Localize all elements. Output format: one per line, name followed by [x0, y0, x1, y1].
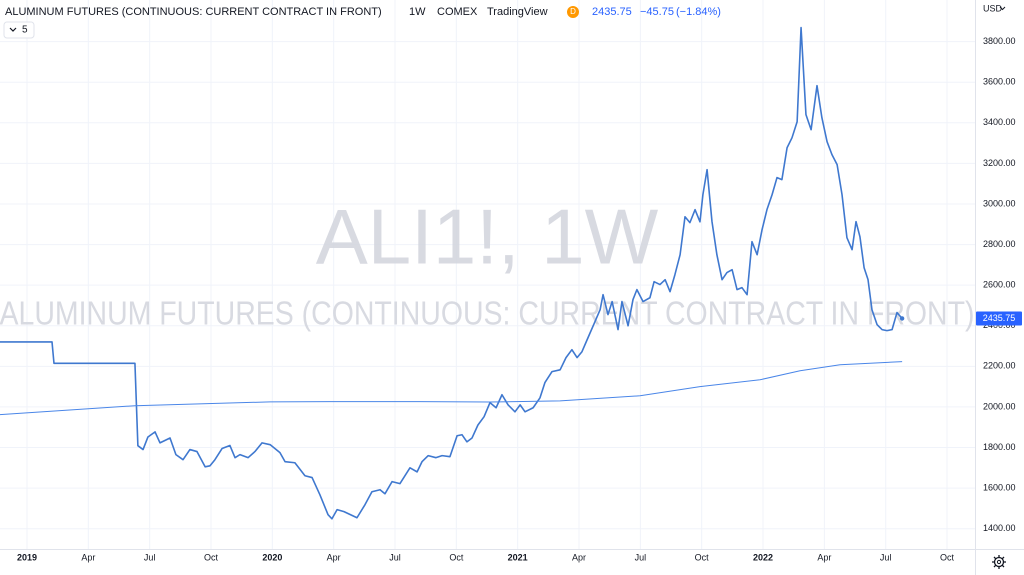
x-tick-label: Apr [572, 552, 586, 562]
axes: 1400.001600.001800.002000.002200.002400.… [17, 36, 1022, 562]
y-tick-label: 2200.00 [983, 361, 1016, 371]
settings-icon[interactable] [992, 555, 1006, 569]
price-line [0, 26, 903, 520]
header-badge: D [570, 7, 576, 16]
badge-circle [567, 6, 579, 18]
y-tick-label: 1800.00 [983, 442, 1016, 452]
y-tick-label: 1400.00 [983, 523, 1016, 533]
indicator-count[interactable]: 5 [22, 25, 28, 36]
watermark-title: ALUMINUM FUTURES (CONTINUOUS: CURRENT CO… [0, 295, 975, 332]
x-tick-label: 2021 [508, 552, 528, 562]
y-tick-label: 3600.00 [983, 77, 1016, 87]
watermark-symbol: ALI1!, 1W [316, 193, 659, 281]
header-source: TradingView [487, 6, 548, 18]
chevron-icon [9, 27, 17, 32]
header-change-percent: (−1.84%) [676, 6, 721, 18]
x-tick-label: Oct [204, 552, 219, 562]
x-tick-label: 2020 [262, 552, 282, 562]
y-tick-label: 2600.00 [983, 280, 1016, 290]
y-tick-label: 3000.00 [983, 198, 1016, 208]
header-price: 2435.75 [592, 6, 632, 18]
y-tick-label: 2800.00 [983, 239, 1016, 249]
x-tick-label: 2022 [753, 552, 773, 562]
x-tick-label: Jul [389, 552, 401, 562]
y-tick-label: 2000.00 [983, 401, 1016, 411]
y-tick-label: 3400.00 [983, 117, 1016, 127]
x-tick-label: Jul [880, 552, 892, 562]
x-tick-label: Apr [81, 552, 95, 562]
currency-label[interactable]: USD [983, 3, 1003, 13]
indicator-toggle[interactable] [3, 21, 35, 39]
x-tick-label: Oct [940, 552, 955, 562]
y-tick-label: 1600.00 [983, 482, 1016, 492]
header-title: ALUMINUM FUTURES (CONTINUOUS: CURRENT CO… [5, 6, 382, 18]
x-tick-label: Jul [635, 552, 647, 562]
header-exchange: COMEX [437, 6, 478, 18]
x-tick-label: Oct [449, 552, 464, 562]
x-tick-label: Jul [144, 552, 156, 562]
chevron-icon [999, 6, 1006, 11]
price-label: 2435.75 [983, 313, 1016, 323]
y-tick-label: 3800.00 [983, 36, 1016, 46]
header-change: −45.75 [640, 6, 674, 18]
x-tick-label: Apr [817, 552, 831, 562]
plot [0, 26, 905, 520]
x-tick-label: Apr [327, 552, 341, 562]
header-interval: 1W [409, 6, 426, 18]
price-line [0, 361, 903, 416]
price-label-box [976, 311, 1022, 326]
y-tick-label: 3200.00 [983, 158, 1016, 168]
grid [0, 0, 975, 549]
x-tick-label: Oct [695, 552, 710, 562]
x-tick-label: 2019 [17, 552, 37, 562]
last-point [899, 316, 905, 321]
